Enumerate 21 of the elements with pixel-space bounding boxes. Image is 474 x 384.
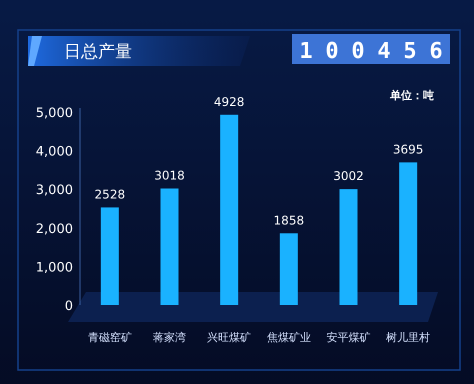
data-label: 1858	[274, 213, 304, 228]
x-tick-label: 焦煤矿业	[266, 331, 311, 344]
x-tick-label: 兴旺煤矿	[207, 331, 252, 344]
chart-title: 日总产量	[64, 42, 132, 62]
x-tick-label: 青磁窑矿	[88, 331, 132, 344]
data-label: 3695	[392, 142, 424, 156]
y-tick-label: 4,000	[36, 144, 73, 160]
data-label: 3018	[154, 168, 185, 183]
data-label: 4928	[214, 94, 244, 109]
y-tick-label: 1,000	[36, 260, 73, 276]
y-tick-label: 0	[64, 299, 73, 314]
y-tick-label: 3,000	[36, 183, 73, 198]
data-label: 3002	[333, 169, 364, 184]
data-label: 2528	[94, 187, 126, 202]
y-tick-label: 5,000	[36, 106, 73, 121]
x-tick-label: 蒋家湾	[153, 331, 186, 344]
x-tick-label: 树儿里村	[386, 331, 430, 344]
y-tick-label: 2,000	[36, 222, 73, 237]
x-tick-label: 安平煤矿	[326, 331, 370, 344]
text: 100456	[299, 39, 456, 64]
text: 单位：吨	[389, 89, 434, 102]
